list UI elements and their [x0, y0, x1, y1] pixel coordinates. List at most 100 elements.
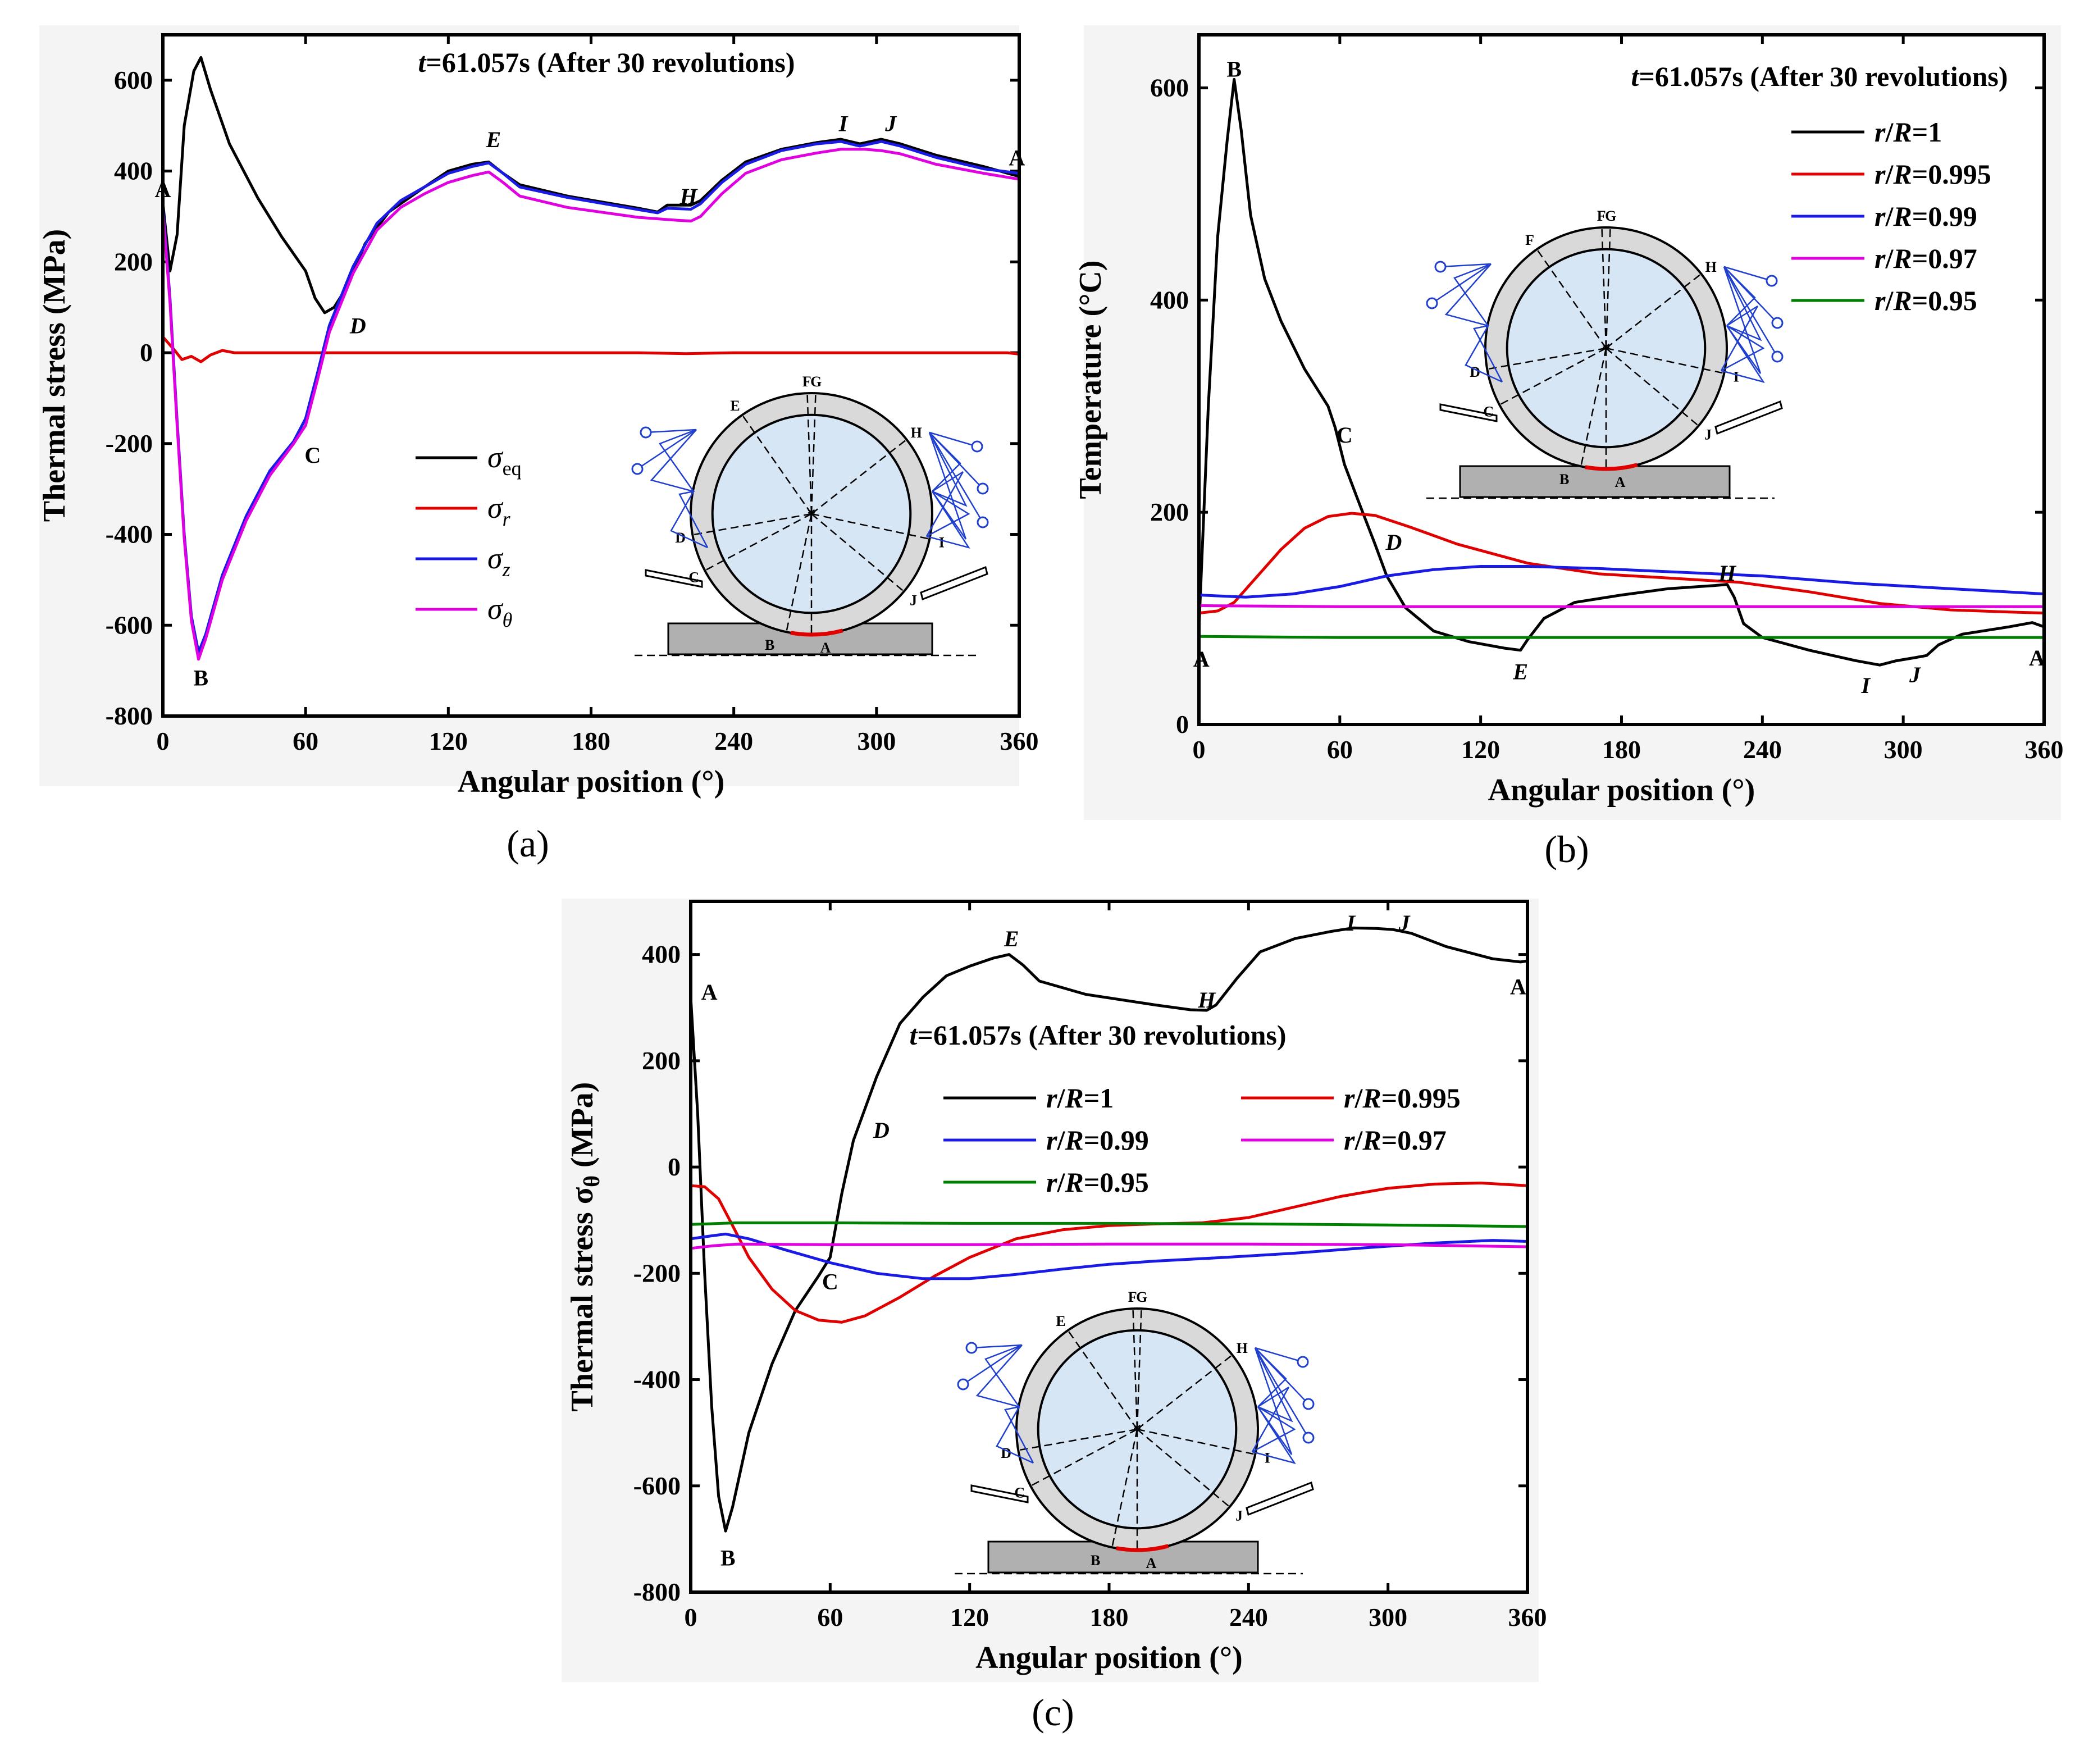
spring-anchor [977, 482, 989, 495]
y-tick-label: -800 [106, 701, 153, 730]
panel-a: 0 60 120 180 240 300 360 -800 -600 -400 -200 0 200 40… [37, 25, 1039, 865]
spring [926, 432, 983, 537]
y-tick-label: 0 [140, 338, 153, 367]
x-tick-label: 120 [950, 1603, 989, 1631]
point-annotation: E [1512, 659, 1528, 685]
legend-label: σeq [487, 440, 522, 480]
legend-slash: / [1354, 1124, 1363, 1156]
y-tick-label: 400 [114, 157, 153, 185]
legend-slash: / [1056, 1082, 1065, 1114]
point-annotation: I [838, 111, 849, 136]
legend-value: =0.95 [1084, 1166, 1149, 1198]
plot-title-italic: t [1631, 61, 1640, 92]
legend-r: r [1046, 1124, 1057, 1156]
panel-c: 0 60 120 180 240 300 360 -800 -600 -400 -200 0 200 40… [562, 899, 1547, 1734]
legend-label: σr [487, 491, 511, 530]
plot-title-italic: t [418, 47, 427, 78]
x-axis-title: Angular position (°) [458, 764, 725, 799]
caption-open: ( [1032, 1691, 1045, 1734]
point-annotation: C [304, 443, 321, 468]
x-tick-label: 0 [1193, 735, 1206, 764]
y-tick-label: -800 [633, 1578, 681, 1606]
radial-line [1067, 1330, 1138, 1430]
y-axis-title: Thermal stress (MPa) [37, 229, 72, 522]
point-annotation: I [1860, 673, 1871, 698]
series-line-2 [1198, 512, 2045, 615]
radial-line [1499, 347, 1607, 406]
legend-label: σz [487, 541, 510, 581]
point-annotation: A [701, 979, 718, 1005]
legend-R: R [1892, 200, 1912, 232]
radial-line [1137, 1428, 1256, 1455]
x-tick-label: 60 [293, 727, 318, 755]
series-line-2 [162, 336, 1020, 363]
point-annotation: E [1004, 926, 1019, 951]
legend-r: r [1046, 1166, 1057, 1198]
schematic-label: I [1734, 368, 1739, 385]
y-tick-label: -400 [106, 520, 153, 549]
schematic-label: B [1091, 1552, 1100, 1569]
right-scraper [1246, 1481, 1314, 1516]
schematic-label: B [1559, 471, 1569, 487]
point-annotation: J [1909, 662, 1922, 687]
spring [1721, 266, 1778, 372]
y-axis-title-sub: θ [579, 1175, 604, 1187]
spring-anchor [977, 516, 989, 528]
y-tick-label: 200 [642, 1046, 681, 1075]
radial-line [811, 513, 930, 540]
spring [1252, 1347, 1310, 1465]
roller-schematic: A B C D E FG H I J * [631, 373, 989, 657]
legend-label: r/R=0.95 [1046, 1166, 1149, 1198]
point-annotation: B [720, 1546, 736, 1571]
legend-R: R [1892, 243, 1912, 274]
radial-line [1536, 249, 1607, 349]
y-tick-label: -600 [633, 1471, 681, 1500]
schematic-label: H [911, 425, 922, 441]
caption-close: ) [1061, 1691, 1074, 1734]
series-line-1 [1197, 78, 2045, 667]
spring-anchor [1766, 275, 1778, 287]
spring-anchor [971, 440, 983, 453]
y-tick-label: -600 [106, 610, 153, 639]
x-axis-title: Angular position (°) [975, 1640, 1243, 1675]
schematic-label: D [1470, 364, 1480, 380]
point-annotation: D [873, 1118, 890, 1143]
y-tick-label: 400 [1150, 285, 1189, 314]
legend-label: r/R=1 [1046, 1082, 1114, 1114]
panel-caption: (a) [507, 822, 549, 865]
schematic-label: I [939, 534, 945, 550]
schematic-label: D [675, 530, 686, 546]
point-annotation: A [1193, 646, 1210, 672]
x-tick-label: 300 [1369, 1603, 1407, 1631]
x-tick-label: 360 [2025, 735, 2064, 764]
radial-line [1137, 1354, 1233, 1430]
spring [1721, 266, 1778, 384]
legend-R: R [1064, 1082, 1083, 1114]
spring [963, 1344, 1034, 1464]
schematic-label: C [1014, 1484, 1025, 1501]
spring-anchor [1426, 297, 1438, 309]
radial-line [1606, 347, 1725, 374]
legend-label: r/R=0.95 [1874, 285, 1977, 316]
legend-r: r [1874, 116, 1886, 148]
support-block [667, 622, 933, 655]
spring-anchor [1771, 350, 1784, 363]
radial-line [1605, 227, 1611, 349]
plot-frame [689, 900, 1529, 1594]
schematic-label: H [1237, 1340, 1248, 1356]
schematic-label: G [1136, 1289, 1147, 1305]
legend-label: σθ [487, 592, 512, 631]
schematic-label: F [1597, 208, 1606, 224]
spring [1251, 1347, 1303, 1452]
x-tick-label: 360 [1508, 1603, 1547, 1631]
legend-slash: / [1885, 116, 1894, 148]
plot-title-italic: t [909, 1019, 918, 1051]
spring-anchor [1302, 1398, 1315, 1410]
panel-b: 0 60 120 180 240 300 360 0 200 400 600 Angular posi… [1073, 25, 2064, 870]
radial-line [811, 439, 907, 514]
legend-slash: / [1354, 1082, 1363, 1114]
legend-r: r [1874, 243, 1886, 274]
panel-caption: (c) [1032, 1691, 1074, 1734]
radial-line [1136, 1309, 1142, 1430]
